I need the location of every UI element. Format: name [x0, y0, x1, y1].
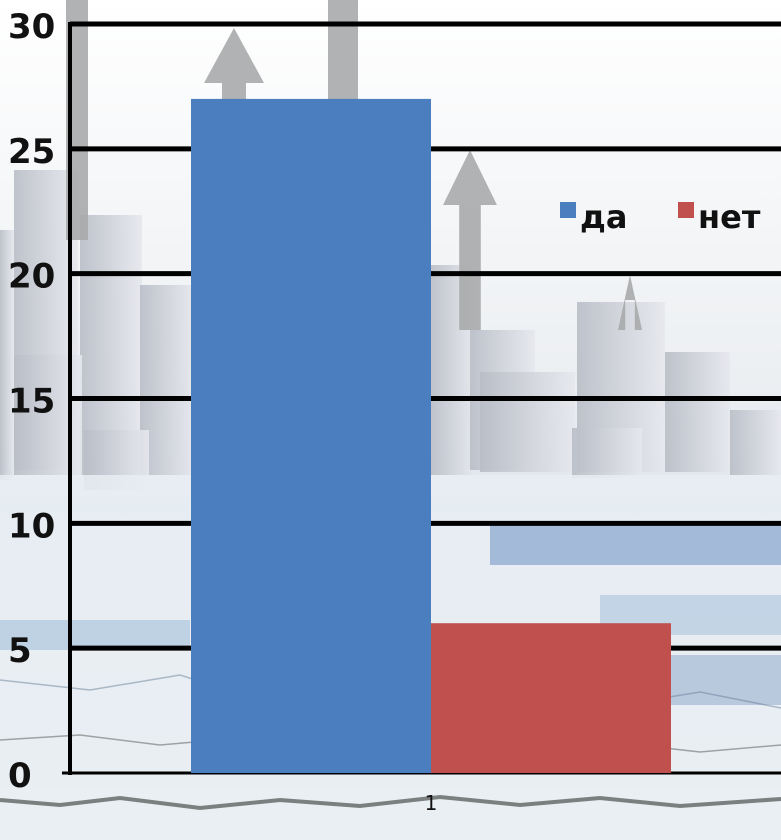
legend-label-да: да [580, 198, 627, 236]
bar-да-1 [191, 98, 431, 773]
legend-swatch-нет [678, 202, 694, 218]
bar-нет-1 [431, 623, 671, 773]
x-tick-label-1: 1 [425, 791, 438, 815]
y-tick-label-10: 10 [8, 506, 55, 546]
y-tick-label-30: 30 [8, 7, 55, 47]
y-tick-label-20: 20 [8, 257, 55, 297]
legend-label-нет: нет [698, 198, 761, 236]
y-tick-label-25: 25 [8, 132, 55, 172]
y-tick-label-5: 5 [8, 631, 32, 671]
legend-swatch-да [560, 202, 576, 218]
y-tick-label-15: 15 [8, 382, 55, 422]
y-tick-label-0: 0 [8, 756, 32, 796]
